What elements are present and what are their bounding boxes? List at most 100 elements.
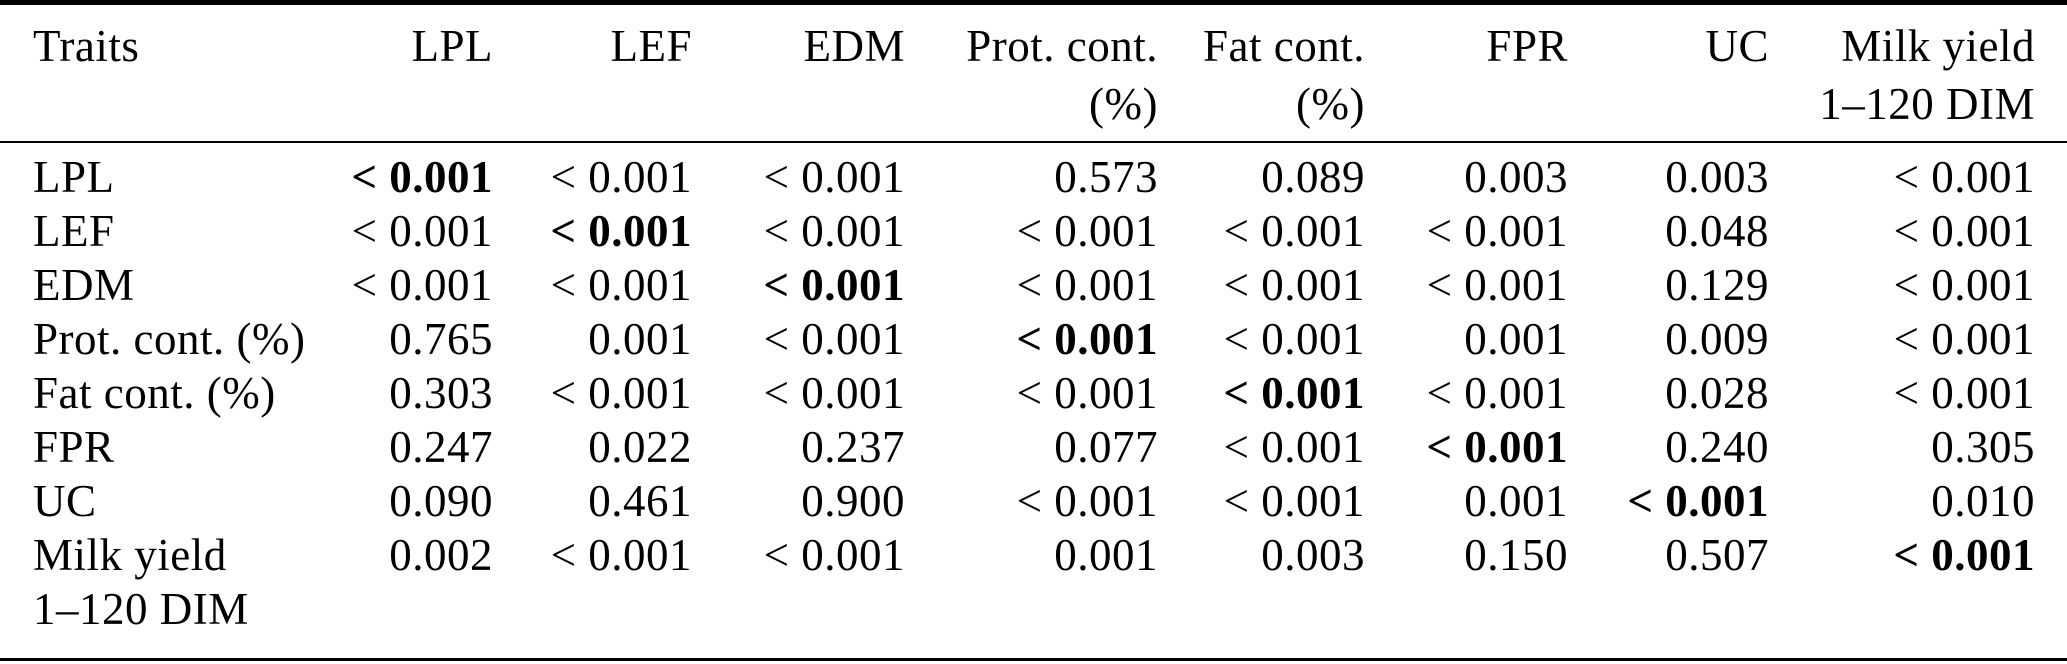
p-value-cell: < 0.001 bbox=[1223, 260, 1365, 310]
table-row-lpl: LPL < 0.001 < 0.001 < 0.001 0.573 0.089 … bbox=[0, 142, 2067, 204]
trait-cell: Fat cont. (%) bbox=[33, 368, 276, 418]
trait-sublabel: 1–120 DIM bbox=[33, 584, 249, 634]
trait-cell: FPR bbox=[33, 422, 115, 472]
p-value-cell: 0.003 bbox=[1261, 530, 1365, 580]
p-value-cell: < 0.001 bbox=[763, 368, 905, 418]
p-value-cell: 0.129 bbox=[1665, 260, 1769, 310]
trait-cell: Prot. cont. (%) bbox=[33, 314, 306, 364]
header-cell-fat-cont: Fat cont. (%) bbox=[1158, 2, 1365, 143]
p-value-cell: < 0.001 bbox=[1016, 260, 1158, 310]
p-value-cell: 0.003 bbox=[1464, 152, 1568, 202]
p-value-cell: < 0.001 bbox=[550, 152, 692, 202]
header-cell-traits: Traits bbox=[0, 2, 335, 143]
p-value-cell: < 0.001 bbox=[351, 260, 493, 310]
p-value-cell: 0.001 bbox=[1054, 530, 1158, 580]
header-sublabel: (%) bbox=[1296, 79, 1365, 129]
p-value-cell-diagonal: < 0.001 bbox=[763, 260, 905, 310]
header-row: Traits LPL LEF EDM Prot. cont. (%) Fat c… bbox=[0, 2, 2067, 143]
header-sublabel: 1–120 DIM bbox=[1819, 79, 2035, 129]
p-value-cell: 0.090 bbox=[389, 476, 493, 526]
table-row-fat-cont: Fat cont. (%) 0.303 < 0.001 < 0.001 < 0.… bbox=[0, 366, 2067, 420]
trait-label: Milk yield bbox=[33, 530, 227, 580]
p-value-cell: 0.765 bbox=[389, 314, 493, 364]
p-value-cell: < 0.001 bbox=[1426, 206, 1568, 256]
header-cell-edm: EDM bbox=[692, 2, 905, 143]
p-value-cell: 0.028 bbox=[1665, 368, 1769, 418]
header-label: Fat cont. bbox=[1203, 21, 1365, 71]
p-value-cell: 0.900 bbox=[801, 476, 905, 526]
p-value-cell: 0.001 bbox=[1464, 314, 1568, 364]
trait-cell: Milk yield 1–120 DIM bbox=[0, 528, 335, 660]
header-cell-uc: UC bbox=[1568, 2, 1769, 143]
p-value-cell-diagonal: < 0.001 bbox=[1893, 530, 2035, 580]
header-cell-lef: LEF bbox=[493, 2, 692, 143]
p-value-cell: < 0.001 bbox=[1016, 476, 1158, 526]
trait-cell: LEF bbox=[33, 206, 115, 256]
p-value-cell: < 0.001 bbox=[1016, 368, 1158, 418]
p-value-cell: 0.573 bbox=[1054, 152, 1158, 202]
p-value-cell: 0.240 bbox=[1665, 422, 1769, 472]
p-value-cell: < 0.001 bbox=[763, 530, 905, 580]
p-value-cell: 0.022 bbox=[588, 422, 692, 472]
table-row-milk-yield: Milk yield 1–120 DIM 0.002 < 0.001 < 0.0… bbox=[0, 528, 2067, 660]
p-value-cell: 0.461 bbox=[588, 476, 692, 526]
p-value-cell: < 0.001 bbox=[1223, 206, 1365, 256]
p-value-cell: 0.048 bbox=[1665, 206, 1769, 256]
p-value-cell: 0.001 bbox=[1464, 476, 1568, 526]
table-row-fpr: FPR 0.247 0.022 0.237 0.077 < 0.001 < 0.… bbox=[0, 420, 2067, 474]
table-row-lef: LEF < 0.001 < 0.001 < 0.001 < 0.001 < 0.… bbox=[0, 204, 2067, 258]
p-value-cell: < 0.001 bbox=[1223, 314, 1365, 364]
trait-cell: LPL bbox=[33, 152, 115, 202]
header-label: LEF bbox=[610, 21, 692, 71]
table-body: LPL < 0.001 < 0.001 < 0.001 0.573 0.089 … bbox=[0, 142, 2067, 660]
p-value-cell-diagonal: < 0.001 bbox=[1016, 314, 1158, 364]
p-value-cell: 0.089 bbox=[1261, 152, 1365, 202]
p-value-cell: 0.009 bbox=[1665, 314, 1769, 364]
p-value-cell-diagonal: < 0.001 bbox=[1223, 368, 1365, 418]
trait-cell: UC bbox=[33, 476, 97, 526]
table-header: Traits LPL LEF EDM Prot. cont. (%) Fat c… bbox=[0, 2, 2067, 143]
p-value-cell: < 0.001 bbox=[1223, 422, 1365, 472]
p-value-cell: < 0.001 bbox=[1223, 476, 1365, 526]
p-value-cell: < 0.001 bbox=[1893, 368, 2035, 418]
p-value-cell: < 0.001 bbox=[550, 530, 692, 580]
p-value-cell: < 0.001 bbox=[1893, 152, 2035, 202]
p-value-cell: 0.507 bbox=[1665, 530, 1769, 580]
p-value-cell: < 0.001 bbox=[351, 206, 493, 256]
p-value-cell: < 0.001 bbox=[763, 314, 905, 364]
header-label: Traits bbox=[33, 21, 140, 71]
header-cell-prot-cont: Prot. cont. (%) bbox=[905, 2, 1158, 143]
header-label: Prot. cont. bbox=[966, 21, 1158, 71]
header-label: Milk yield bbox=[1841, 21, 2035, 71]
p-value-cell: 0.077 bbox=[1054, 422, 1158, 472]
p-value-cell: 0.237 bbox=[801, 422, 905, 472]
p-value-cell: < 0.001 bbox=[1426, 260, 1568, 310]
p-value-cell: < 0.001 bbox=[763, 152, 905, 202]
p-value-cell: 0.150 bbox=[1464, 530, 1568, 580]
table-row-uc: UC 0.090 0.461 0.900 < 0.001 < 0.001 0.0… bbox=[0, 474, 2067, 528]
p-value-cell: < 0.001 bbox=[1893, 206, 2035, 256]
p-value-cell: 0.010 bbox=[1931, 476, 2035, 526]
header-label: FPR bbox=[1486, 21, 1568, 71]
p-value-cell: < 0.001 bbox=[1016, 206, 1158, 256]
p-value-cell: < 0.001 bbox=[550, 368, 692, 418]
p-value-cell: 0.303 bbox=[389, 368, 493, 418]
p-value-cell: 0.305 bbox=[1931, 422, 2035, 472]
p-value-cell-diagonal: < 0.001 bbox=[1426, 422, 1568, 472]
header-label: LPL bbox=[411, 21, 493, 71]
table-row-prot-cont: Prot. cont. (%) 0.765 0.001 < 0.001 < 0.… bbox=[0, 312, 2067, 366]
p-value-cell: 0.002 bbox=[389, 530, 493, 580]
p-value-cell-diagonal: < 0.001 bbox=[351, 152, 493, 202]
p-value-cell: < 0.001 bbox=[1426, 368, 1568, 418]
header-cell-fpr: FPR bbox=[1365, 2, 1568, 143]
table-row-edm: EDM < 0.001 < 0.001 < 0.001 < 0.001 < 0.… bbox=[0, 258, 2067, 312]
p-value-cell: < 0.001 bbox=[550, 260, 692, 310]
header-cell-milk-yield: Milk yield 1–120 DIM bbox=[1769, 2, 2067, 143]
header-label: EDM bbox=[803, 21, 905, 71]
header-sublabel: (%) bbox=[1089, 79, 1158, 129]
p-value-cell: 0.001 bbox=[588, 314, 692, 364]
p-value-cell: < 0.001 bbox=[1893, 314, 2035, 364]
header-cell-lpl: LPL bbox=[335, 2, 493, 143]
